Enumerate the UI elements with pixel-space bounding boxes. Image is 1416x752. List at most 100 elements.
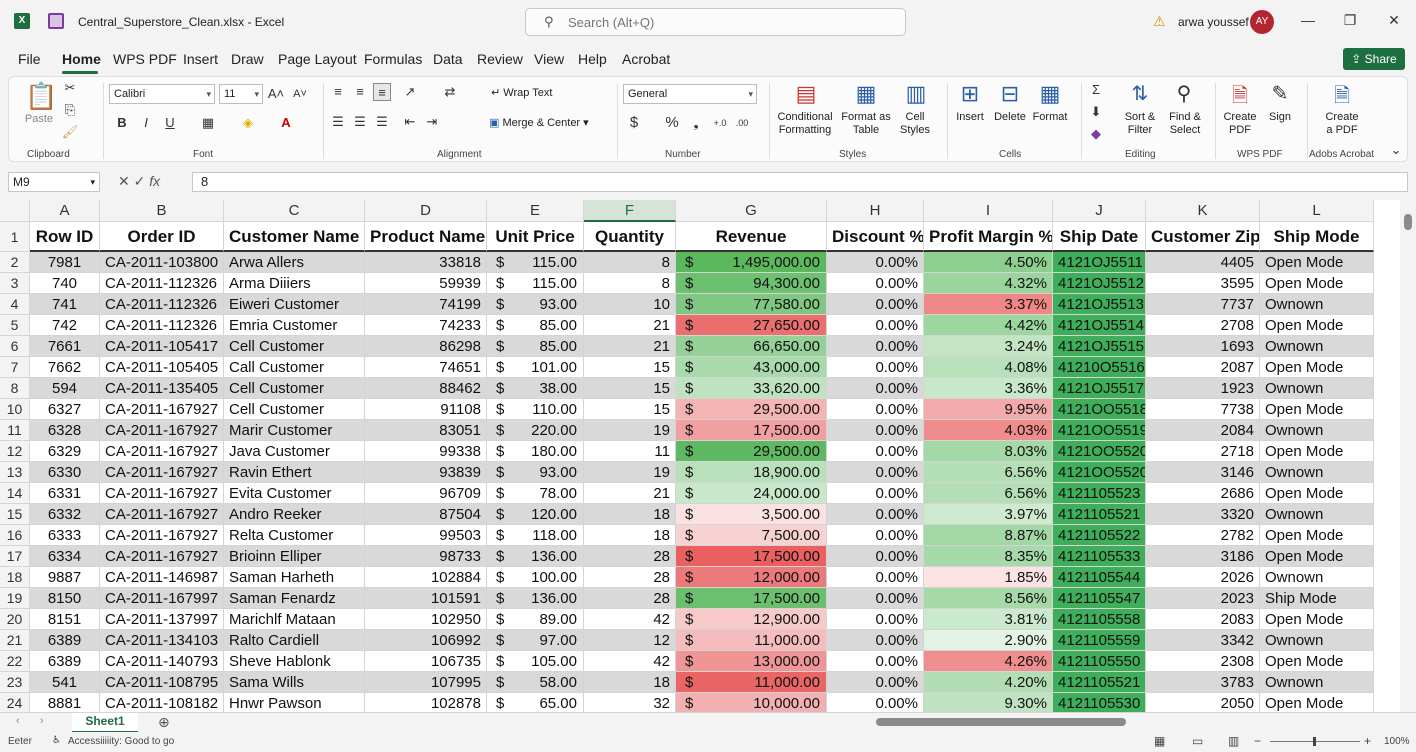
tab-help[interactable]: Help [578,51,607,67]
table-cell[interactable]: 2087 [1146,357,1260,378]
align-center-icon[interactable]: ☰ [354,114,366,129]
paste-label[interactable]: Paste [24,113,54,125]
table-cell[interactable]: $29,500.00 [676,399,827,420]
table-cell[interactable]: 1.85% [924,567,1053,588]
row-header[interactable]: 3 [0,273,30,294]
table-cell[interactable]: Open Mode [1260,252,1374,273]
table-cell[interactable]: 2084 [1146,420,1260,441]
table-cell[interactable]: Open Mode [1260,273,1374,294]
paste-icon[interactable]: 📋 [25,81,58,111]
table-cell[interactable]: CA-2011-103800 [100,252,224,273]
tab-insert[interactable]: Insert [183,51,219,67]
zoom-out-icon[interactable]: − [1254,734,1262,748]
table-cell[interactable]: 741 [30,294,100,315]
share-button[interactable]: ⇪ Share [1343,48,1405,70]
table-cell[interactable]: 4.26% [924,651,1053,672]
table-cell[interactable]: 15 [584,378,676,399]
find-select-icon[interactable]: ⚲ [1176,83,1192,105]
delete-cells-button[interactable]: Delete [994,111,1026,123]
table-cell[interactable]: $17,500.00 [676,546,827,567]
insert-function-icon[interactable]: fx [149,173,161,189]
row-header[interactable]: 17 [0,546,30,567]
column-header-k[interactable]: K [1146,200,1260,222]
minimize-icon[interactable]: — [1301,12,1315,28]
table-cell[interactable]: CA-2011-167927 [100,420,224,441]
table-cell[interactable]: 8881 [30,693,100,712]
normal-view-icon[interactable]: ▦ [1154,734,1166,748]
table-cell[interactable]: $29,500.00 [676,441,827,462]
table-cell[interactable]: 740 [30,273,100,294]
table-cell[interactable]: 0.00% [827,651,924,672]
row-header[interactable]: 7 [0,357,30,378]
table-cell[interactable]: 0.00% [827,252,924,273]
decrease-decimal-icon[interactable]: .00 [735,118,749,128]
insert-cells-button[interactable]: Insert [956,111,984,123]
table-cell[interactable]: 1923 [1146,378,1260,399]
table-cell[interactable]: $7,500.00 [676,525,827,546]
table-cell[interactable]: 3.81% [924,609,1053,630]
table-cell[interactable]: 4121105521 [1053,672,1146,693]
row-header[interactable]: 2 [0,252,30,273]
table-cell[interactable]: 19 [584,462,676,483]
table-cell[interactable]: 18 [584,525,676,546]
indent-settings-icon[interactable]: ⇄ [444,84,456,99]
table-cell[interactable]: 4121OO5520 [1053,441,1146,462]
currency-icon[interactable]: $ [629,114,639,131]
table-cell[interactable]: 7981 [30,252,100,273]
table-cell[interactable]: 3342 [1146,630,1260,651]
table-cell[interactable]: Eiweri Customer [224,294,365,315]
table-cell[interactable]: Ownown [1260,294,1374,315]
horizontal-scrollbar[interactable] [860,718,1390,726]
table-cell[interactable]: Relta Customer [224,525,365,546]
table-cell[interactable]: 9.30% [924,693,1053,712]
fill-color-icon[interactable]: ◈ [243,115,253,130]
table-cell[interactable]: 10 [584,294,676,315]
table-cell[interactable]: $13,000.00 [676,651,827,672]
table-cell[interactable]: Open Mode [1260,441,1374,462]
table-cell[interactable]: 102878 [365,693,487,712]
tab-review[interactable]: Review [477,51,523,67]
table-cell[interactable]: 3783 [1146,672,1260,693]
table-cell[interactable]: 4121105559 [1053,630,1146,651]
table-cell[interactable]: 2050 [1146,693,1260,712]
next-sheet-icon[interactable]: › [40,715,44,727]
avatar[interactable]: AY [1250,10,1274,34]
table-cell[interactable]: CA-2011-105405 [100,357,224,378]
column-header-c[interactable]: C [224,200,365,222]
header-cell[interactable]: Unit Price [487,222,584,252]
table-cell[interactable]: $100.00 [487,567,584,588]
table-cell[interactable]: 4121OO5518 [1053,399,1146,420]
autosave-icon[interactable] [48,13,64,29]
header-cell[interactable]: Product Name [365,222,487,252]
wrap-text-button[interactable]: ↵ Wrap Text [491,87,552,100]
conditional-formatting-button[interactable]: Conditional Formatting [777,111,833,136]
table-cell[interactable]: $11,000.00 [676,630,827,651]
table-cell[interactable]: $89.00 [487,609,584,630]
table-cell[interactable]: $136.00 [487,588,584,609]
grow-font-icon[interactable]: A˄ [267,86,285,101]
table-cell[interactable]: $85.00 [487,336,584,357]
table-cell[interactable]: Sheve Hablonk [224,651,365,672]
table-cell[interactable]: 2.90% [924,630,1053,651]
table-cell[interactable]: 0.00% [827,483,924,504]
table-cell[interactable]: 4121105547 [1053,588,1146,609]
table-cell[interactable]: 107995 [365,672,487,693]
table-cell[interactable]: 6333 [30,525,100,546]
align-right-icon[interactable]: ☰ [376,114,388,129]
table-cell[interactable]: 8 [584,273,676,294]
column-header-b[interactable]: B [100,200,224,222]
table-cell[interactable]: 6389 [30,651,100,672]
accessibility-status[interactable]: Accessiiiiity: Good to go [68,736,175,747]
table-cell[interactable]: $93.00 [487,294,584,315]
table-cell[interactable]: Java Customer [224,441,365,462]
sort-filter-icon[interactable]: ⇅ [1131,83,1149,105]
table-cell[interactable]: Marichlf Mataan [224,609,365,630]
table-cell[interactable]: 96709 [365,483,487,504]
table-cell[interactable]: $43,000.00 [676,357,827,378]
table-cell[interactable]: 3595 [1146,273,1260,294]
row-header[interactable]: 5 [0,315,30,336]
table-cell[interactable]: 3.36% [924,378,1053,399]
table-cell[interactable]: CA-2011-167997 [100,588,224,609]
table-cell[interactable]: 0.00% [827,420,924,441]
table-cell[interactable]: $93.00 [487,462,584,483]
